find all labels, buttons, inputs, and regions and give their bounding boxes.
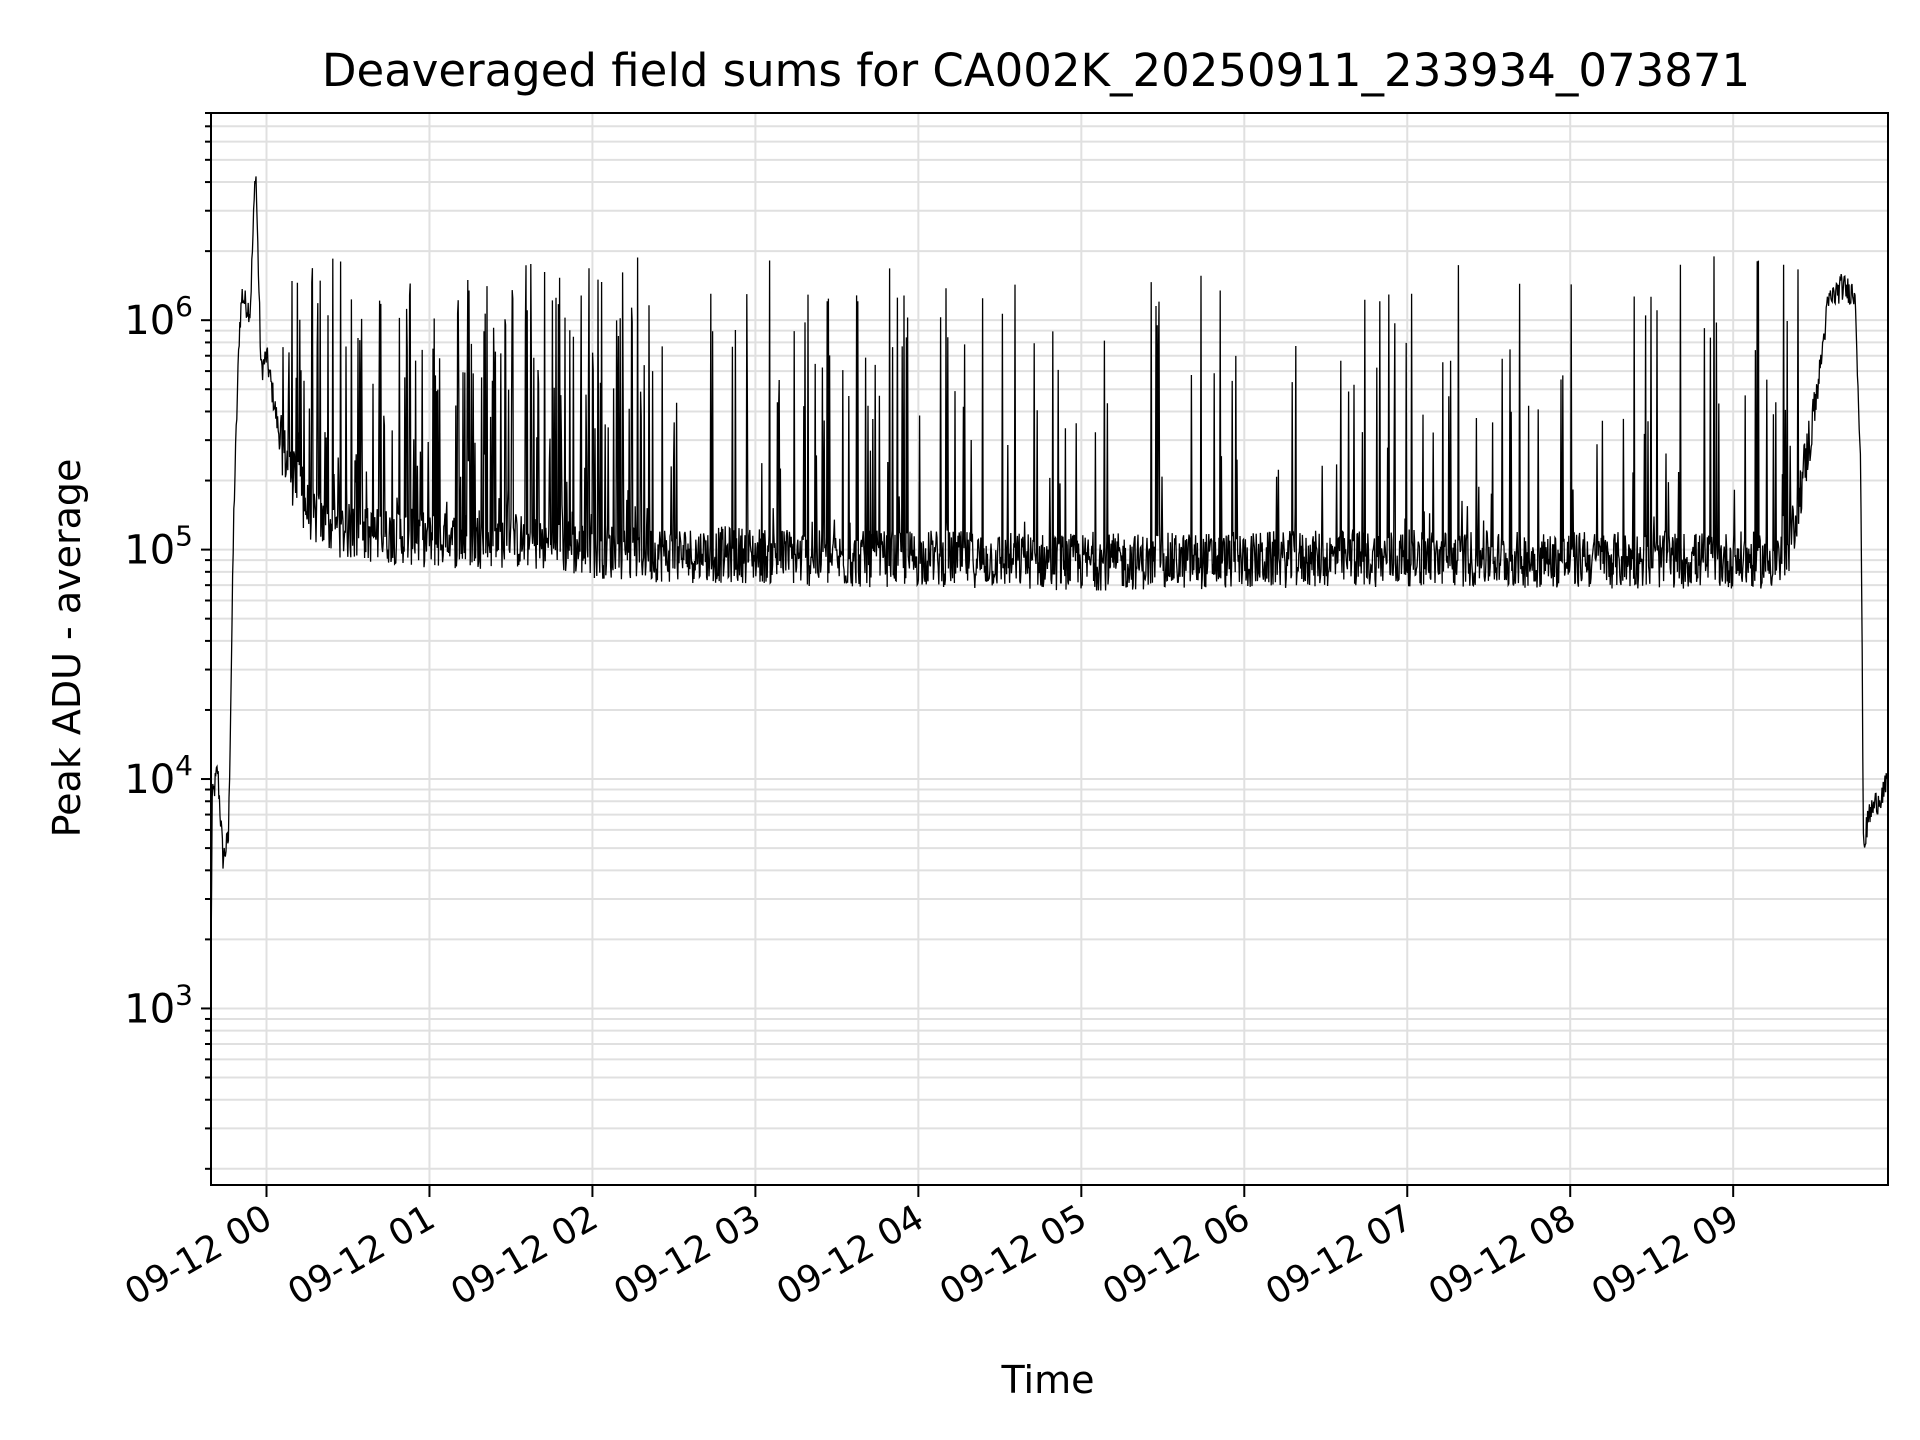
y-tick-label: 104 (124, 749, 193, 803)
y-tick-label: 106 (124, 290, 193, 344)
chart-title: Deaveraged field sums for CA002K_2025091… (322, 44, 1750, 97)
y-tick-label: 105 (124, 520, 193, 574)
y-axis-ticks: 103 104 105 106 (124, 112, 211, 1170)
plot-frame (210, 112, 1889, 1186)
grid (211, 112, 1888, 1185)
data-series (210, 176, 1889, 964)
y-tick-label: 103 (124, 978, 193, 1032)
series-line (210, 176, 1889, 964)
y-axis-label: Peak ADU - average (45, 459, 89, 838)
x-axis-label: Time (1001, 1358, 1095, 1402)
